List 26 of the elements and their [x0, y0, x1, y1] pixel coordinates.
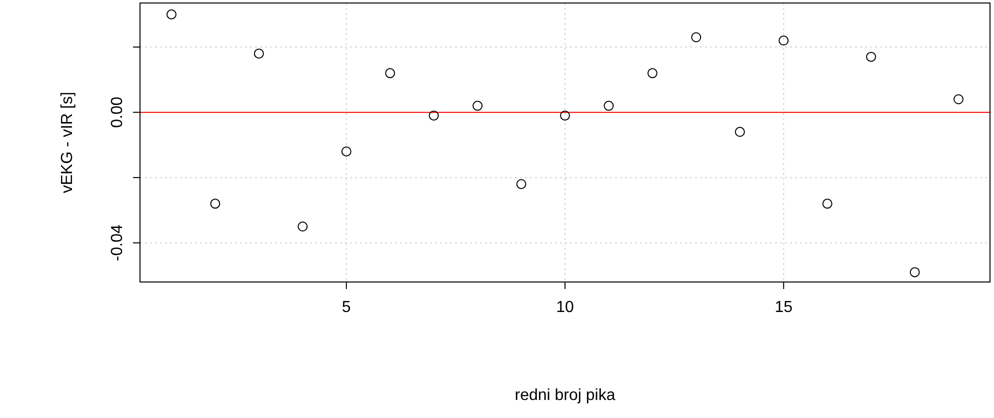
x-axis-title: redni broj pika [514, 387, 616, 404]
point [604, 100, 614, 111]
x-tick-label: 5 [342, 299, 351, 316]
point [385, 68, 396, 78]
point [954, 94, 964, 104]
point [647, 68, 658, 78]
y-tick-label: 0.00 [109, 96, 126, 128]
point [866, 52, 876, 62]
point [298, 222, 308, 232]
point [516, 179, 526, 190]
point [254, 48, 264, 59]
x-tick-label: 15 [774, 299, 793, 316]
x-tick-label: 10 [556, 299, 574, 316]
point [910, 267, 920, 278]
y-tick-label: -0.04 [109, 224, 126, 262]
point [472, 100, 483, 111]
point [428, 110, 439, 121]
point [778, 36, 789, 46]
y-axis-title: vEKG - vIR [s] [59, 92, 76, 194]
point [734, 126, 745, 137]
point [341, 146, 352, 156]
point [166, 9, 176, 20]
point [822, 198, 832, 209]
point [691, 32, 702, 42]
point [560, 110, 570, 121]
point [210, 198, 220, 209]
